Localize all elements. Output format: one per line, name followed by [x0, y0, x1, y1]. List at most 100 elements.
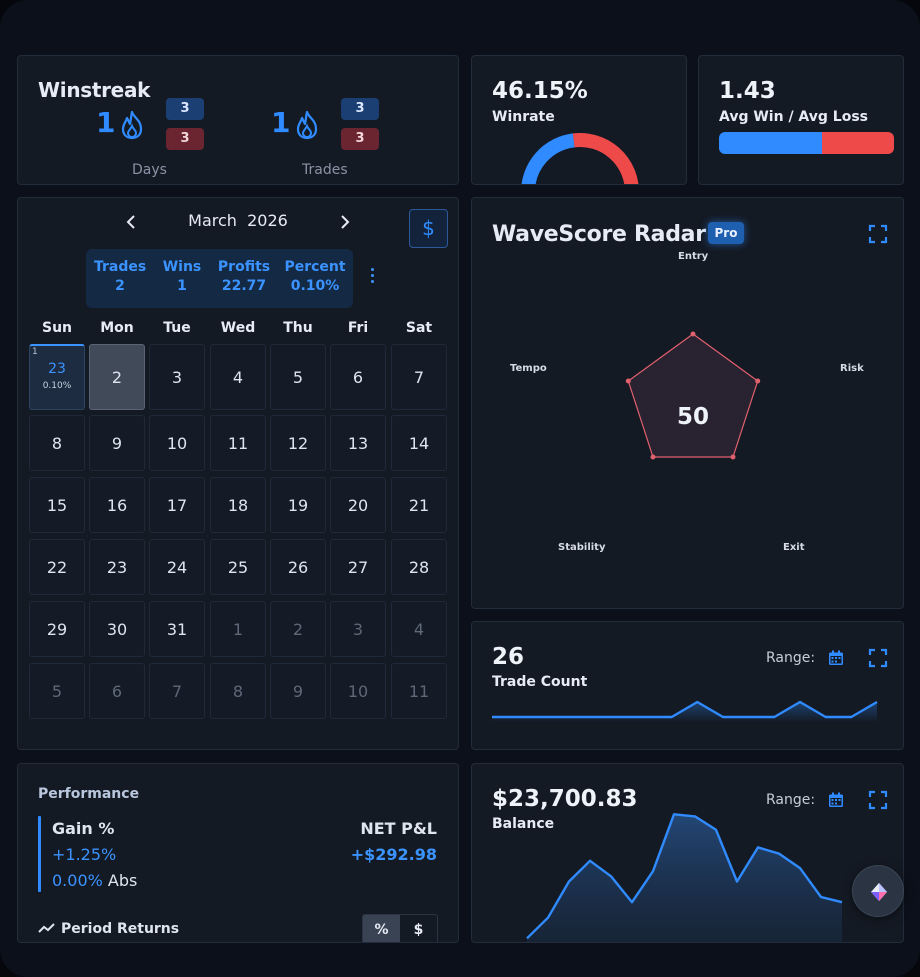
calendar-day[interactable]: 25	[210, 539, 266, 595]
balance-chart	[526, 813, 843, 942]
calendar-day[interactable]: 28	[391, 539, 447, 595]
avg-ratio-value: 1.43	[719, 78, 776, 104]
calendar-day[interactable]: 2	[270, 601, 326, 657]
avg-loss-segment	[821, 132, 894, 154]
next-month-button[interactable]	[338, 210, 352, 239]
calendar-day[interactable]: 3	[330, 601, 386, 657]
radar-point-tempo	[625, 378, 631, 384]
period-returns: Period Returns	[38, 921, 179, 937]
calendar-day[interactable]: 13	[330, 415, 386, 471]
calendar-day[interactable]: 8	[29, 415, 85, 471]
days-win-badge: 3	[166, 98, 204, 120]
weekday-tue: Tue	[163, 320, 191, 336]
trades-streak-value: 1	[271, 106, 291, 139]
winrate-card: 46.15% Winrate	[471, 55, 687, 185]
fullscreen-icon[interactable]	[868, 224, 888, 244]
calendar-day[interactable]: 16	[89, 477, 145, 533]
calendar-day[interactable]: 10	[149, 415, 205, 471]
winrate-gauge	[521, 133, 639, 184]
radar-point-exit	[730, 454, 736, 460]
calendar-icon[interactable]	[828, 650, 844, 666]
calendar-day[interactable]: 1	[210, 601, 266, 657]
radar-chart: 50	[625, 331, 761, 460]
calendar-day[interactable]: 18	[210, 477, 266, 533]
calendar-day[interactable]: 24	[149, 539, 205, 595]
gain-title: Gain %	[52, 819, 115, 838]
calendar-day[interactable]: 6	[89, 663, 145, 719]
more-options-icon[interactable]	[370, 268, 376, 286]
day-percent: 0.10%	[42, 381, 72, 391]
calendar-icon[interactable]	[828, 792, 844, 808]
toggle-percent-button[interactable]: %	[363, 915, 400, 942]
calendar-day[interactable]: 23	[89, 539, 145, 595]
chevron-right-icon	[341, 215, 350, 229]
calendar-day[interactable]: 10	[330, 663, 386, 719]
radar-axis-entry: Entry	[678, 251, 709, 262]
calendar-day[interactable]: 20	[330, 477, 386, 533]
calendar-day[interactable]: 3	[149, 344, 205, 410]
calendar-day[interactable]: 27	[330, 539, 386, 595]
pro-badge: Pro	[708, 222, 744, 244]
stat-profits-label: Profits	[217, 259, 271, 275]
winrate-value: 46.15%	[492, 78, 588, 104]
calendar-day[interactable]: 15	[29, 477, 85, 533]
calendar-day[interactable]: 5	[270, 344, 326, 410]
calendar-day[interactable]: 9	[89, 415, 145, 471]
calendar-day[interactable]: 6	[330, 344, 386, 410]
calendar-day[interactable]: 5	[29, 663, 85, 719]
radar-title: WaveScore Radar	[492, 222, 706, 247]
calendar-day[interactable]: 22	[29, 539, 85, 595]
currency-toggle-button[interactable]: $	[409, 209, 448, 248]
assistant-fab-button[interactable]	[852, 865, 904, 917]
weekday-sun: Sun	[41, 320, 73, 336]
calendar-day[interactable]: 17	[149, 477, 205, 533]
calendar-day[interactable]: 21	[391, 477, 447, 533]
calendar-card: March 2026 $ Trades 2 Wins 1 Profits 22.…	[17, 197, 459, 750]
balance-range-label: Range:	[766, 792, 816, 808]
radar-axis-exit: Exit	[783, 542, 805, 553]
prev-month-button[interactable]	[124, 210, 138, 239]
fullscreen-icon[interactable]	[868, 790, 888, 810]
avg-win-segment	[719, 132, 822, 154]
calendar-month-year: March 2026	[168, 211, 308, 230]
calendar-day[interactable]: 7	[149, 663, 205, 719]
calendar-day[interactable]: 19	[270, 477, 326, 533]
net-pnl-title: NET P&L	[360, 819, 437, 838]
calendar-day[interactable]: 4	[391, 601, 447, 657]
stat-percent-label: Percent	[284, 259, 346, 275]
days-loss-badge: 3	[166, 128, 204, 150]
calendar-day[interactable]: 26	[270, 539, 326, 595]
flame-icon	[121, 110, 143, 140]
calendar-day[interactable]: 11	[391, 663, 447, 719]
days-streak-value: 1	[96, 106, 116, 139]
weekday-wed: Wed	[220, 320, 256, 336]
calendar-day[interactable]: 31	[149, 601, 205, 657]
month-stats: Trades 2 Wins 1 Profits 22.77 Percent 0.…	[86, 249, 353, 308]
trade-count-label: Trade Count	[492, 674, 588, 690]
calendar-day[interactable]: 7	[391, 344, 447, 410]
calendar-day[interactable]: 29	[29, 601, 85, 657]
trades-label: Trades	[302, 162, 348, 178]
calendar-day[interactable]: 30	[89, 601, 145, 657]
winstreak-card: Winstreak 1 3 3 Days 1 3 3 Trades	[17, 55, 459, 185]
stat-profits-value: 22.77	[221, 278, 267, 294]
calendar-day[interactable]: 12	[270, 415, 326, 471]
calendar-day[interactable]: 4	[210, 344, 266, 410]
calendar-year: 2026	[247, 211, 288, 230]
radar-axis-stability: Stability	[558, 542, 606, 553]
fullscreen-icon[interactable]	[868, 648, 888, 668]
stat-trades: Trades 2	[94, 259, 146, 294]
net-pnl-value: +$292.98	[350, 845, 437, 864]
calendar-day[interactable]: 9	[270, 663, 326, 719]
calendar-day-active[interactable]: 1 23 0.10%	[29, 344, 85, 410]
period-returns-label: Period Returns	[61, 921, 180, 937]
calendar-day[interactable]: 2	[89, 344, 145, 410]
radar-axis-risk: Risk	[840, 363, 864, 374]
calendar-day[interactable]: 14	[391, 415, 447, 471]
stat-percent: Percent 0.10%	[282, 259, 348, 294]
stat-profits: Profits 22.77	[214, 259, 274, 294]
calendar-day[interactable]: 8	[210, 663, 266, 719]
calendar-day[interactable]: 11	[210, 415, 266, 471]
abs-value: 0.00%	[52, 871, 103, 890]
toggle-dollar-button[interactable]: $	[413, 922, 424, 938]
